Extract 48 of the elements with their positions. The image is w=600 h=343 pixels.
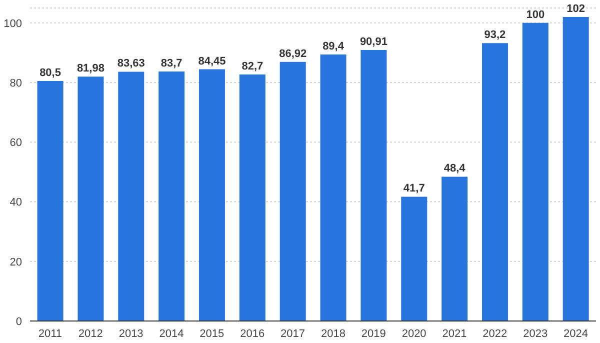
- data-label: 86,92: [279, 48, 307, 60]
- x-tick-label: 2020: [402, 328, 426, 340]
- x-tick-label: 2021: [442, 328, 467, 340]
- y-tick-label: 40: [10, 196, 22, 209]
- data-label: 93,2: [484, 29, 506, 42]
- y-tick-label: 0: [16, 316, 22, 328]
- data-label: 83,7: [160, 57, 182, 70]
- y-tick-label: 60: [10, 137, 22, 150]
- x-tick-label: 2013: [118, 328, 144, 340]
- data-label: 81,98: [76, 62, 104, 75]
- y-tick-label: 20: [10, 256, 22, 268]
- y-tick-label: 100: [4, 18, 22, 30]
- data-label: 80,5: [40, 67, 61, 80]
- bar: [37, 81, 64, 321]
- data-label: 84,45: [198, 55, 226, 68]
- data-label: 90,91: [360, 36, 388, 48]
- bar: [280, 62, 306, 321]
- x-tick-label: 2014: [159, 328, 184, 340]
- data-label: 41,7: [403, 182, 425, 195]
- x-tick-label: 2012: [78, 328, 103, 340]
- x-tick-label: 2017: [280, 328, 306, 340]
- bar: [320, 54, 346, 321]
- data-label: 48,4: [444, 162, 466, 175]
- x-tick-label: 2019: [361, 328, 386, 340]
- bar: [360, 50, 387, 321]
- bar: [158, 71, 185, 321]
- x-tick-label: 2015: [200, 328, 224, 340]
- bar: [522, 22, 548, 321]
- x-tick-label: 2024: [564, 328, 588, 340]
- x-tick-label: 2023: [523, 328, 548, 340]
- data-label: 100: [526, 8, 545, 21]
- bar: [401, 196, 428, 321]
- bar: [118, 72, 144, 321]
- bar: [562, 16, 589, 321]
- x-tick-label: 2018: [320, 328, 346, 340]
- bar: [78, 76, 104, 321]
- data-label: 89,4: [322, 40, 345, 53]
- x-tick-label: 2011: [38, 328, 62, 340]
- bar: [198, 69, 225, 321]
- data-label: 102: [566, 2, 586, 15]
- x-tick-label: 2016: [240, 328, 265, 340]
- data-label: 82,7: [242, 60, 264, 72]
- x-tick-label: 2022: [482, 328, 508, 340]
- bar: [239, 74, 266, 321]
- bar: [482, 43, 508, 321]
- bar: [442, 176, 468, 321]
- data-label: 83,63: [117, 58, 145, 70]
- y-tick-label: 80: [10, 77, 22, 90]
